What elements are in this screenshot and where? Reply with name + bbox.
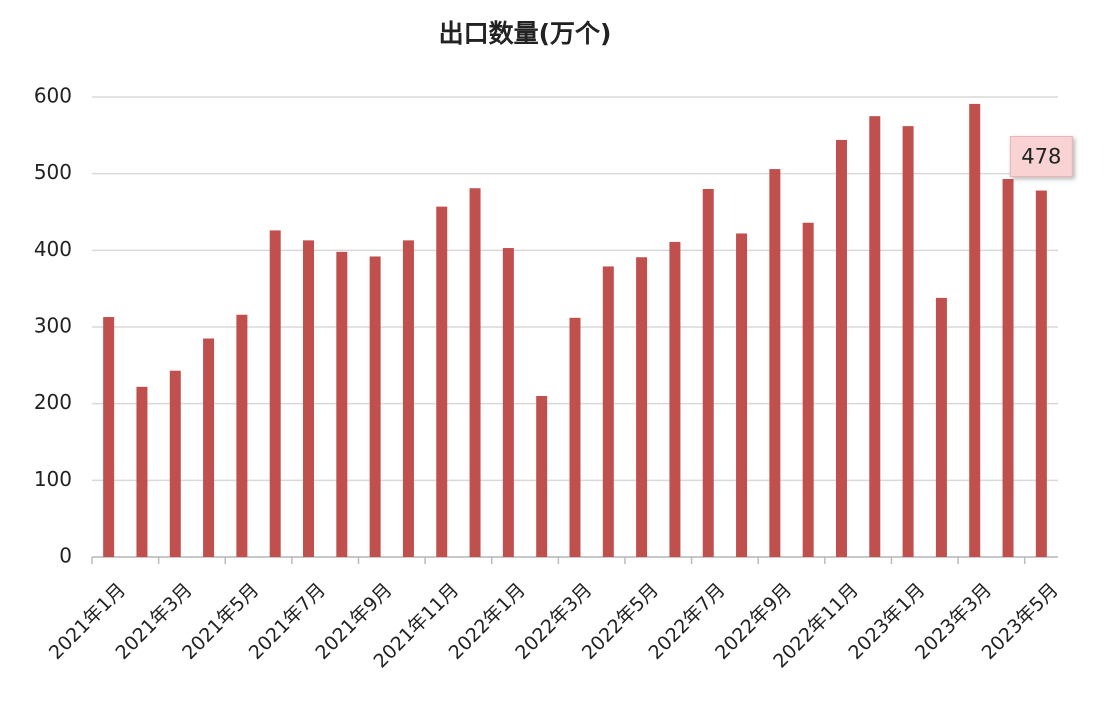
bar xyxy=(569,317,581,557)
y-tick-label: 300 xyxy=(34,314,72,338)
bar xyxy=(835,139,847,557)
bar xyxy=(1035,190,1047,558)
y-tick-label: 600 xyxy=(34,84,72,108)
bar xyxy=(736,233,748,557)
bar xyxy=(269,230,281,557)
bar xyxy=(203,338,215,557)
bar xyxy=(902,126,914,557)
bar xyxy=(303,240,315,557)
bar xyxy=(536,396,548,557)
bar xyxy=(869,116,881,558)
bar xyxy=(402,240,414,557)
bar xyxy=(602,266,614,557)
bar xyxy=(769,169,781,558)
bar xyxy=(236,314,248,557)
chart-title: 出口数量(万个) xyxy=(439,19,612,48)
bar xyxy=(136,386,148,557)
bar xyxy=(336,251,348,557)
y-tick-label: 400 xyxy=(34,237,72,261)
bar xyxy=(935,297,947,557)
bar xyxy=(969,103,981,558)
bar xyxy=(802,222,814,557)
y-tick-label: 100 xyxy=(34,467,72,491)
bar xyxy=(436,206,448,557)
y-tick-label: 0 xyxy=(59,544,72,568)
y-tick-label: 200 xyxy=(34,390,72,414)
bar xyxy=(369,256,381,557)
bar xyxy=(669,241,681,557)
bar xyxy=(502,248,514,558)
value-label-bg xyxy=(1009,136,1073,178)
value-label: 478 xyxy=(1021,145,1061,169)
y-tick-label: 500 xyxy=(34,160,72,184)
bar xyxy=(1002,179,1014,558)
bar xyxy=(636,257,648,557)
bar xyxy=(103,317,115,557)
bar xyxy=(702,189,714,557)
bar xyxy=(469,188,481,557)
bar xyxy=(169,370,181,557)
value-label-box: 478 xyxy=(1009,136,1073,178)
